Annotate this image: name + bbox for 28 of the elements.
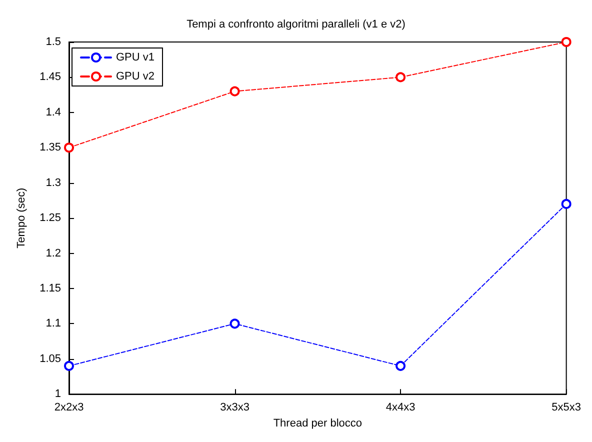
point <box>396 360 406 371</box>
x-axis-title: Thread per blocco <box>273 418 362 430</box>
legend-label: GPU v1 <box>116 52 155 64</box>
y-tick-label: 1.25 <box>40 212 61 224</box>
point <box>230 86 240 96</box>
x-tick-label: 2x2x3 <box>54 402 84 414</box>
x-tick-label: 4x4x3 <box>386 402 416 414</box>
y-axis-title: Tempo (sec) <box>16 188 28 248</box>
y-tick-label: 1.1 <box>46 318 61 330</box>
legend-label: GPU v2 <box>116 70 155 82</box>
point <box>230 318 240 329</box>
y-tick-label: 1.35 <box>40 142 61 154</box>
chart-title: Tempi a confronto algoritmi paralleli (v1 e v2) <box>186 18 406 30</box>
x-tick-label: 3x3x3 <box>220 402 250 414</box>
y-tick-label: 1.15 <box>40 282 61 294</box>
y-tick-label: 1 <box>54 388 61 400</box>
y-tick-label: 1.2 <box>46 247 61 260</box>
point <box>64 360 74 371</box>
y-tick-label: 1.4 <box>46 106 61 118</box>
point <box>561 198 572 209</box>
y-tick-label: 1.05 <box>40 352 61 365</box>
y-tick-label: 1.3 <box>46 176 61 189</box>
point <box>64 142 74 153</box>
point <box>561 37 572 47</box>
x-tick-label: 5x5x3 <box>552 402 582 414</box>
y-tick-label: 1.45 <box>40 71 61 84</box>
point <box>396 72 406 82</box>
y-tick-label: 1.5 <box>46 36 61 48</box>
